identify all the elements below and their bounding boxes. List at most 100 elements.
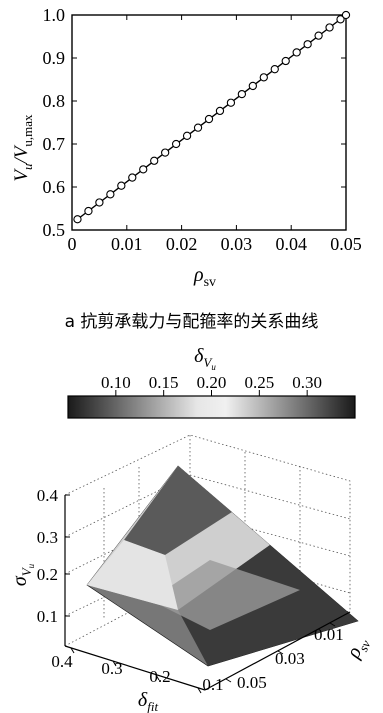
y-tick-label: 0.9: [43, 48, 66, 68]
data-point: [171, 139, 181, 149]
data-point: [84, 206, 93, 216]
x-tick-label: 0.05: [330, 234, 362, 254]
y-axis-label: Vu/Vu,max: [11, 114, 35, 182]
figure-a-caption: a 抗剪承载力与配箍率的关系曲线: [64, 312, 319, 332]
x-tick-label: 0.1: [202, 675, 223, 694]
colorbar: δVu 0.10 0.15 0.20 0.25 0.30: [67, 345, 356, 419]
data-point: [215, 106, 225, 116]
plot-frame: [71, 14, 347, 231]
data-point: [95, 198, 104, 207]
x-axis-label: ρsv: [193, 264, 216, 290]
y-tick-label: 0.01: [314, 625, 344, 644]
x-tick-label: 0.03: [221, 234, 253, 254]
surface-facet: [178, 545, 358, 666]
z-tick-label: 0.4: [37, 486, 59, 505]
y-tick: [225, 678, 232, 683]
y-axis-3d-label: ρsv: [342, 633, 374, 663]
colorbar-title-sub: V: [203, 355, 213, 370]
y-axis: 0.5 0.6 0.7 0.8 0.9 1.0: [43, 5, 346, 240]
y-tick-label: 0.05: [237, 673, 267, 692]
z-axis: 0.1 0.2 0.3 0.4: [37, 486, 70, 626]
y-tick: [329, 622, 336, 627]
x-tick: [112, 660, 117, 667]
y-label-sub1: u: [20, 163, 35, 170]
y-tick-label: 0.5: [43, 220, 66, 240]
data-point: [259, 73, 268, 82]
colorbar-title: δVu: [194, 345, 216, 372]
series-markers: [73, 10, 351, 224]
z-label-sub: V: [19, 566, 34, 576]
colorbar-tick-label: 0.15: [149, 373, 179, 392]
axis-box: [64, 495, 351, 691]
data-point: [204, 114, 214, 124]
colorbar-bar: [67, 395, 356, 419]
surface-facet: [150, 560, 300, 630]
colorbar-title-main: δ: [194, 345, 204, 367]
z-tick-label: 0.1: [37, 607, 58, 626]
data-point: [106, 190, 115, 199]
x-tick-label: 0: [68, 234, 77, 254]
data-point: [161, 148, 170, 157]
y-tick-label: 0.03: [275, 649, 305, 668]
data-point: [314, 31, 323, 40]
x-tick: [155, 674, 160, 681]
colorbar-title-subsub: u: [211, 362, 216, 372]
surface-facet: [124, 466, 232, 555]
y-tick-label: 0.8: [43, 91, 66, 111]
data-point: [248, 81, 257, 91]
x-tick-label: 0.02: [166, 234, 198, 254]
colorbar-tick-label: 0.10: [101, 373, 131, 392]
data-point: [341, 10, 351, 20]
data-point: [270, 65, 279, 74]
x3d-label-main: δ: [138, 689, 148, 711]
data-point: [128, 173, 137, 182]
x-label-main: ρ: [193, 264, 204, 286]
x-axis-3d: 0.4 0.3 0.2 0.1: [51, 647, 224, 694]
x-tick-label: 0.04: [275, 234, 307, 254]
x-tick: [197, 687, 202, 694]
y-label-mid: /V: [11, 144, 32, 164]
x-axis-3d-label: δfit: [138, 689, 159, 713]
x-tick-label: 0.4: [51, 652, 73, 671]
data-point: [182, 131, 192, 140]
z-tick-label: 0.3: [37, 528, 58, 547]
data-point: [325, 23, 334, 32]
colorbar-tick-label: 0.20: [197, 373, 227, 392]
colorbar-ticks: 0.10 0.15 0.20 0.25 0.30: [101, 373, 322, 396]
data-point: [150, 156, 159, 165]
data-point: [73, 215, 82, 224]
data-point: [193, 123, 203, 132]
x-axis: 0 0.01 0.02 0.03 0.04 0.05: [68, 15, 362, 254]
z-axis-label: σVu: [9, 563, 36, 586]
x3d-label-sub: fit: [147, 699, 158, 713]
x-tick: [70, 647, 75, 654]
z-label-main: σ: [9, 575, 31, 586]
z-label-subsub: u: [26, 563, 36, 568]
x-tick-label: 0.3: [101, 659, 122, 678]
y-tick: [277, 650, 284, 655]
data-point: [281, 56, 290, 66]
surface-facet: [87, 540, 178, 610]
y-tick-label: 0.6: [43, 177, 66, 197]
colorbar-tick-label: 0.25: [244, 373, 274, 392]
x-label-sub: sv: [204, 275, 216, 290]
y-axis-3d: 0.01 0.03 0.05: [225, 622, 344, 692]
line-chart: 0.5 0.6 0.7 0.8 0.9 1.0 0 0.01 0.02 0.03 0.04 0.05…: [11, 5, 362, 290]
surface-chart: 0.1 0.2 0.3 0.4 σVu 0.4 0.3 0.2 0.1 δfit…: [9, 434, 374, 713]
data-point: [292, 48, 301, 57]
data-point: [237, 89, 247, 99]
colorbar-tick-label: 0.30: [292, 373, 322, 392]
y-label-v1: V: [11, 168, 32, 182]
y-tick-label: 0.7: [43, 134, 66, 154]
data-point: [303, 40, 312, 49]
data-point: [226, 98, 236, 107]
x-tick-label: 0.2: [149, 667, 170, 686]
z-tick-label: 0.2: [37, 565, 58, 584]
y-label-sub2: u,max: [20, 114, 35, 147]
data-point: [336, 15, 345, 24]
data-point: [117, 181, 126, 190]
data-point: [139, 165, 148, 174]
y-tick-label: 1.0: [43, 5, 66, 25]
x-tick-label: 0.01: [111, 234, 143, 254]
